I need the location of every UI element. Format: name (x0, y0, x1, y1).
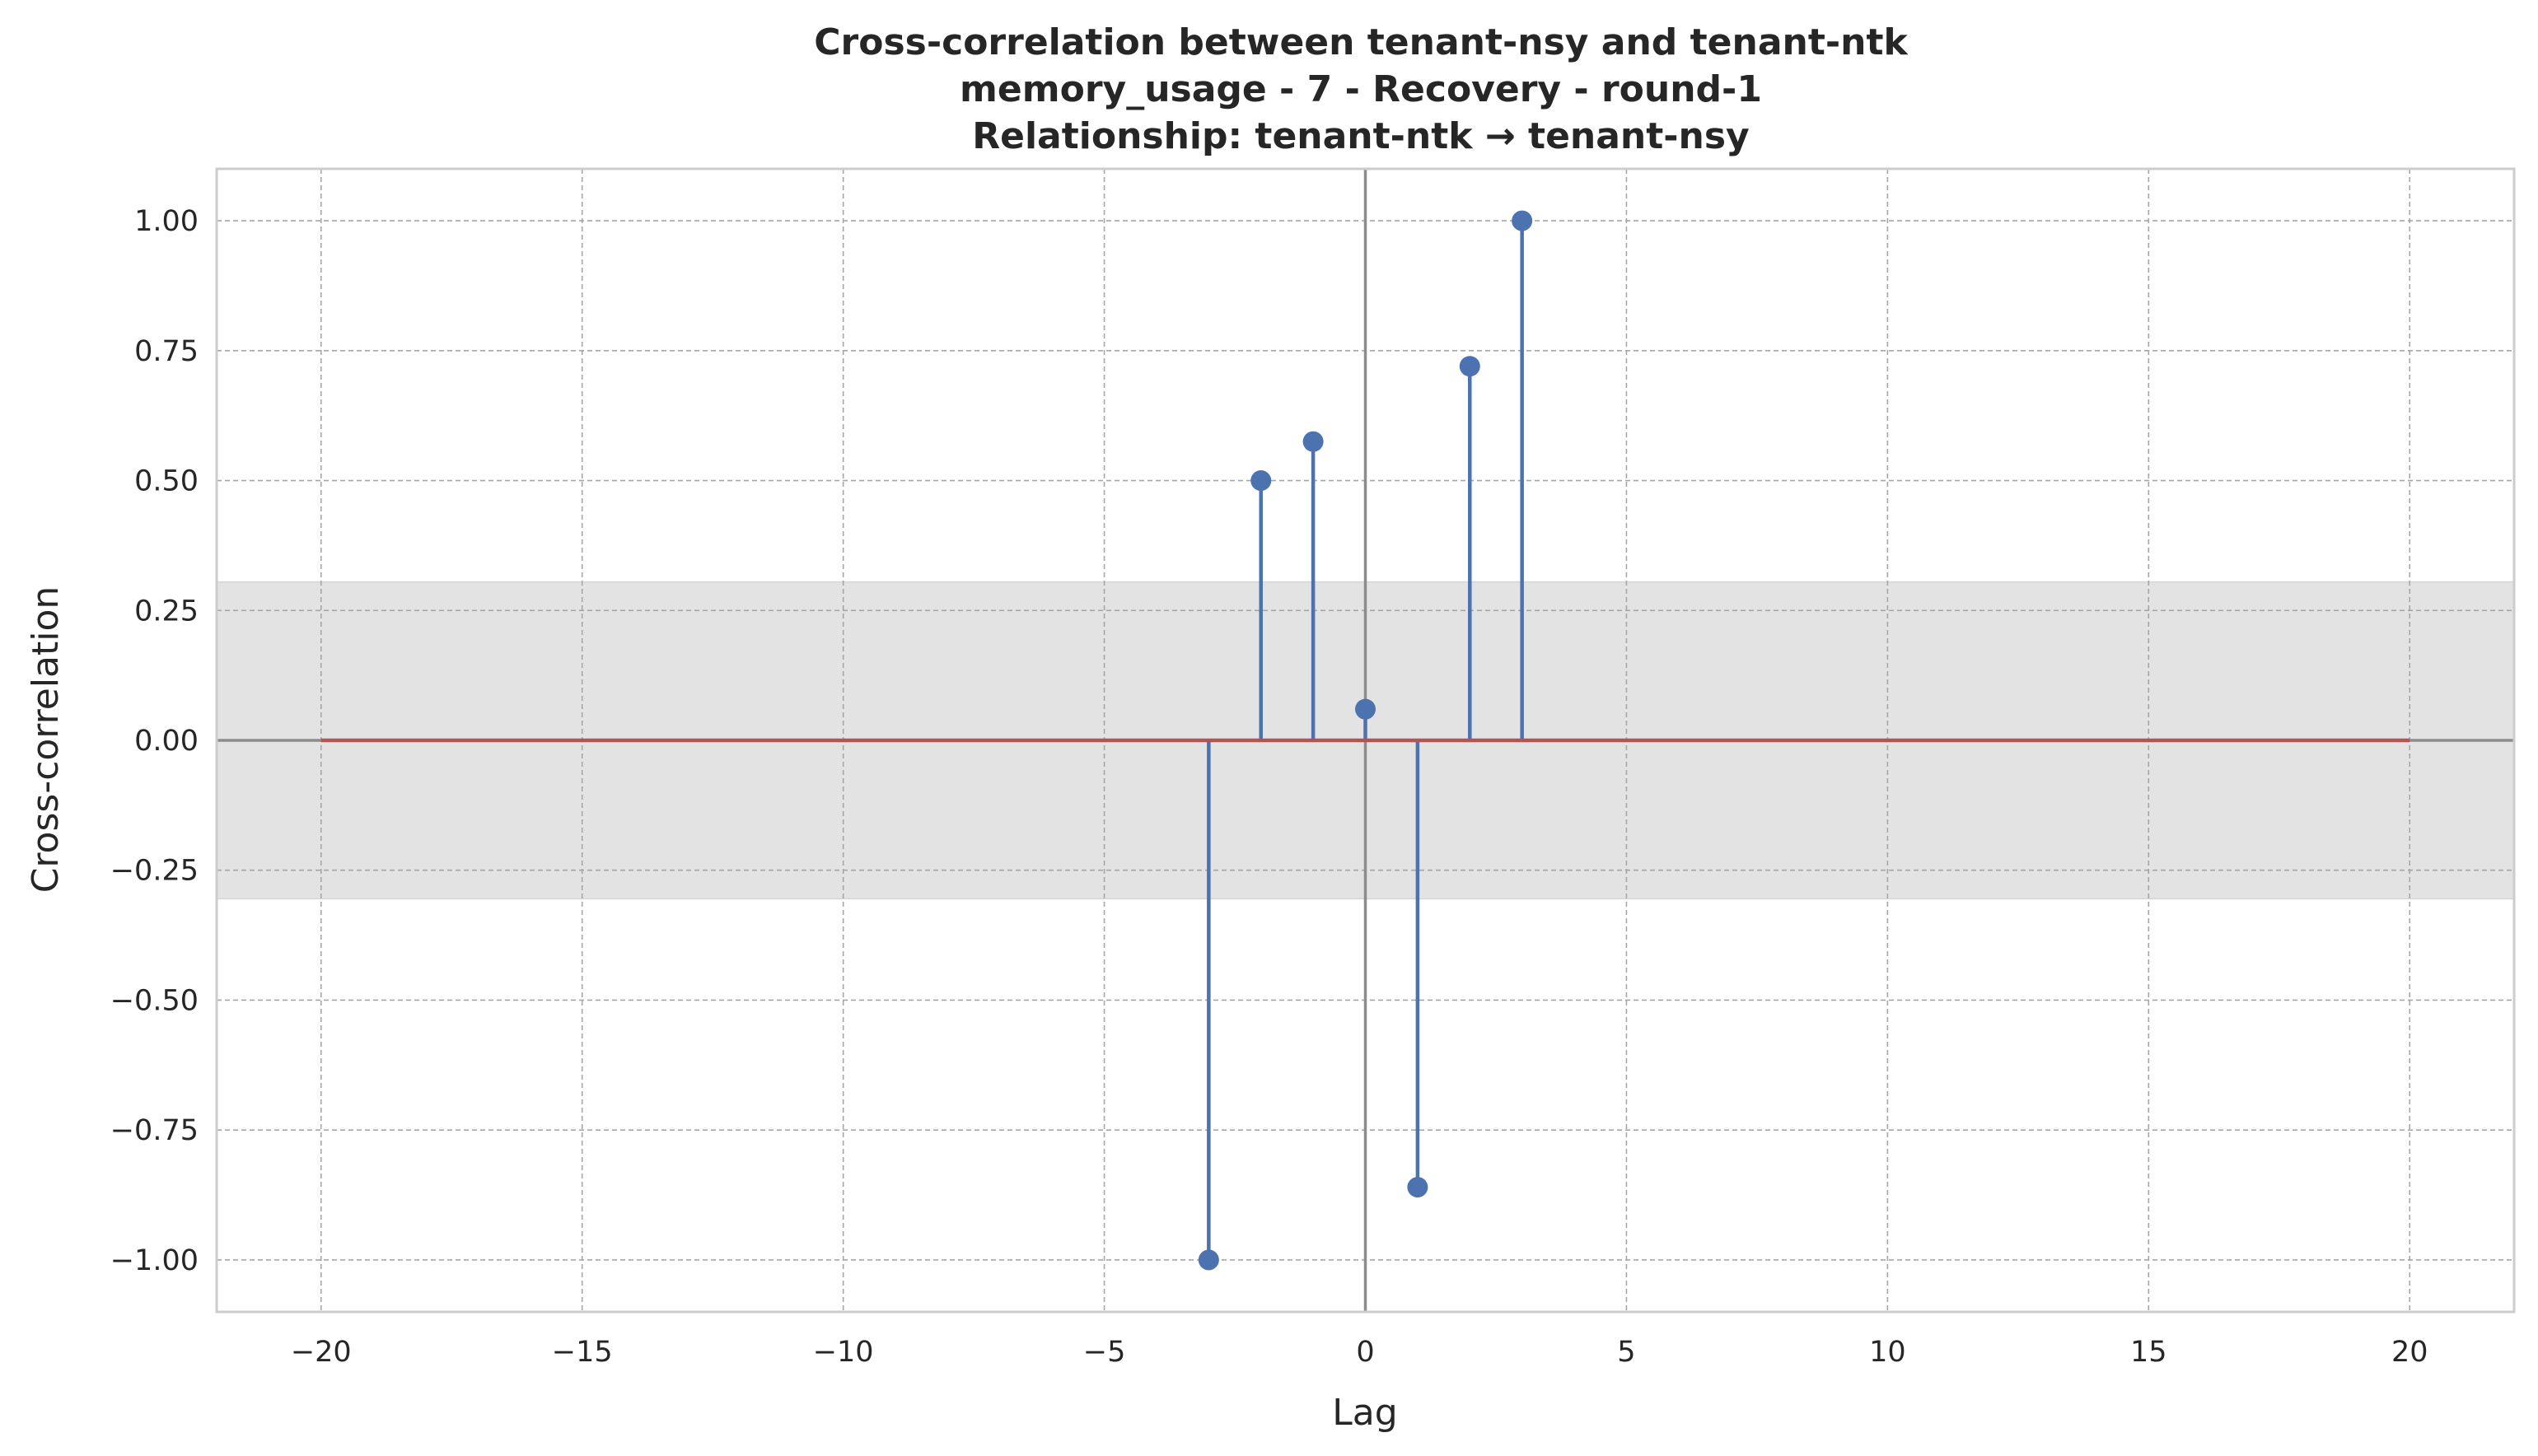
stem-marker (1407, 1177, 1428, 1198)
x-tick-label: 20 (2391, 1336, 2428, 1369)
y-tick-label: 0.75 (134, 335, 199, 368)
x-tick-label: −20 (291, 1336, 352, 1369)
y-tick-label: 0.25 (134, 595, 199, 628)
x-tick-label: −10 (813, 1336, 874, 1369)
y-axis-label: Cross-correlation (25, 586, 67, 894)
chart-title: Cross-correlation between tenant-nsy and… (814, 21, 1909, 157)
y-tick-label: 0.00 (134, 725, 199, 758)
title-line-2: memory_usage - 7 - Recovery - round-1 (960, 68, 1762, 110)
plot-frame (215, 167, 2516, 1314)
y-tick-label: 1.00 (134, 205, 199, 238)
x-tick-label: 5 (1617, 1336, 1635, 1369)
x-axis-label: Lag (1332, 1392, 1397, 1434)
stem-marker (1512, 210, 1533, 231)
stem-marker (1459, 356, 1480, 377)
y-tick-label: 0.50 (134, 465, 199, 498)
title-line-3: Relationship: tenant-ntk → tenant-nsy (972, 115, 1750, 157)
x-tick-label: −5 (1083, 1336, 1126, 1369)
stem-marker (1198, 1249, 1219, 1271)
title-line-1: Cross-correlation between tenant-nsy and… (814, 21, 1909, 63)
x-tick-label: 15 (2130, 1336, 2167, 1369)
y-tick-label: −0.75 (110, 1114, 199, 1147)
stem-marker (1302, 431, 1324, 452)
x-tick-label: −15 (552, 1336, 613, 1369)
y-tick-label: −1.00 (110, 1244, 199, 1277)
y-tick-label: −0.50 (110, 984, 199, 1017)
x-tick-label: 0 (1356, 1336, 1374, 1369)
stem-marker (1250, 470, 1272, 492)
y-tick-label: −0.25 (110, 855, 199, 888)
stem-marker (1355, 698, 1376, 720)
x-tick-label: 10 (1869, 1336, 1906, 1369)
